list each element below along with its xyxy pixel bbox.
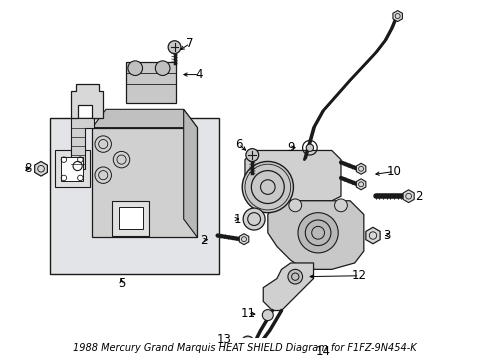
Circle shape	[155, 61, 170, 76]
Polygon shape	[244, 150, 340, 201]
Circle shape	[262, 310, 273, 320]
Text: 10: 10	[386, 165, 401, 178]
Circle shape	[128, 61, 142, 76]
Text: 2: 2	[200, 234, 207, 247]
Text: 14: 14	[315, 345, 329, 358]
Bar	[112, 201, 149, 235]
Circle shape	[334, 199, 346, 212]
Bar	[119, 207, 142, 229]
Polygon shape	[92, 109, 197, 127]
Text: 12: 12	[351, 269, 366, 282]
Circle shape	[305, 144, 313, 152]
Polygon shape	[239, 234, 248, 245]
Text: 1988 Mercury Grand Marquis HEAT SHIELD Diagram for F1FZ-9N454-K: 1988 Mercury Grand Marquis HEAT SHIELD D…	[73, 343, 415, 353]
Circle shape	[288, 199, 301, 212]
Polygon shape	[35, 161, 47, 176]
Polygon shape	[183, 109, 197, 237]
Text: 13: 13	[216, 333, 231, 346]
Polygon shape	[402, 190, 413, 203]
Bar	[92, 127, 197, 237]
Polygon shape	[267, 201, 363, 269]
Text: 11: 11	[240, 307, 255, 320]
Bar	[61, 157, 83, 181]
Polygon shape	[356, 163, 365, 174]
Text: 5: 5	[118, 276, 125, 289]
Text: 6: 6	[234, 138, 242, 150]
Text: 1: 1	[233, 212, 241, 226]
Circle shape	[168, 41, 181, 54]
Polygon shape	[392, 10, 402, 22]
Circle shape	[242, 161, 293, 213]
Text: 2: 2	[414, 190, 422, 203]
Text: 8: 8	[24, 162, 32, 175]
Circle shape	[287, 269, 302, 284]
Polygon shape	[71, 118, 94, 169]
Text: 3: 3	[382, 229, 389, 242]
Text: 7: 7	[186, 37, 193, 50]
Text: 4: 4	[195, 68, 203, 81]
Polygon shape	[71, 84, 103, 118]
Circle shape	[241, 336, 254, 349]
Polygon shape	[263, 263, 313, 311]
Text: 9: 9	[286, 141, 294, 154]
Circle shape	[243, 208, 264, 230]
Bar	[126, 62, 176, 103]
Bar	[55, 150, 89, 187]
Polygon shape	[365, 227, 379, 244]
Polygon shape	[356, 179, 365, 190]
Bar	[50, 118, 219, 274]
Circle shape	[245, 149, 258, 161]
Circle shape	[297, 213, 338, 253]
